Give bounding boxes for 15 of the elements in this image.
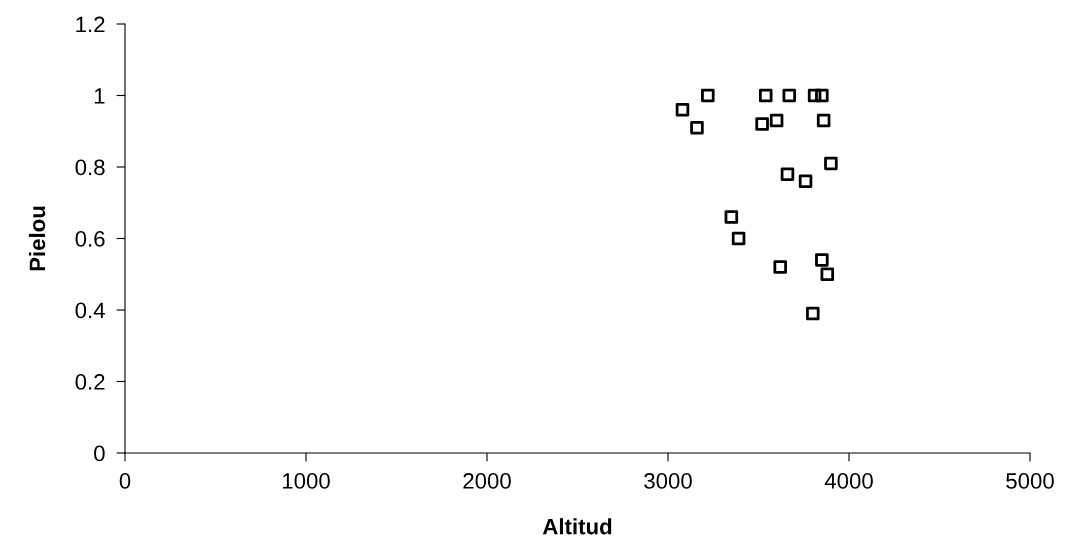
x-tick-label: 3000 xyxy=(644,473,692,489)
y-axis-title: Pielou xyxy=(28,206,46,271)
x-tick-label: 1000 xyxy=(282,473,330,489)
y-tick-label: 0.2 xyxy=(75,374,105,390)
x-tick-label: 0 xyxy=(119,473,131,489)
y-tick-label: 0.6 xyxy=(75,231,105,247)
y-tick-label: 0.4 xyxy=(75,302,105,319)
y-tick-label: 1.2 xyxy=(76,16,105,33)
x-axis-title: Altitud xyxy=(542,518,612,535)
x-tick-label: 4000 xyxy=(824,473,873,489)
y-tick-label: 0 xyxy=(94,445,105,462)
x-tick-label: 2000 xyxy=(463,473,511,489)
y-tick-label: 0.8 xyxy=(75,159,105,176)
x-tick-label: 5000 xyxy=(1006,473,1054,489)
y-tick-label: 1 xyxy=(94,88,105,104)
